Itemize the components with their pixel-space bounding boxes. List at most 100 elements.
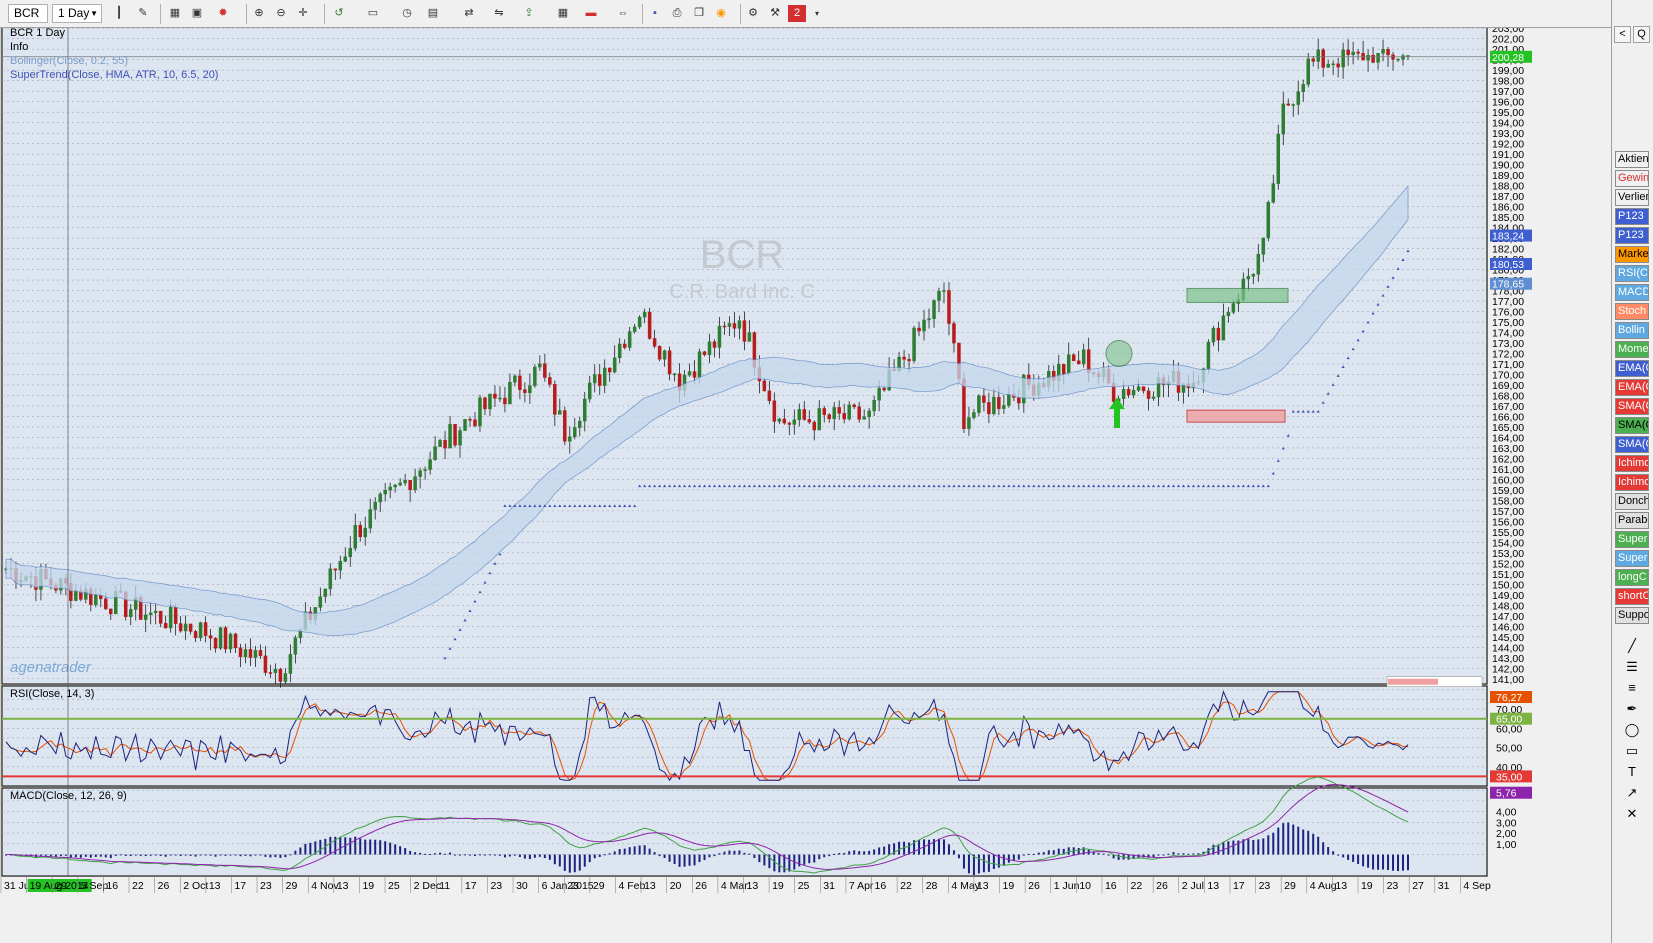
delete-tool-icon[interactable]: ✕ xyxy=(1626,806,1638,821)
indicator-button[interactable]: SMA(C xyxy=(1615,436,1649,453)
indicator-button[interactable]: Gewinn xyxy=(1615,170,1649,187)
supertrend-marker xyxy=(1251,484,1255,488)
macd-bar xyxy=(1047,850,1050,855)
info-label[interactable]: Info xyxy=(10,41,29,53)
pen-tool-icon[interactable]: ✒ xyxy=(1626,701,1638,716)
candle-body xyxy=(323,588,328,597)
supertrend-marker xyxy=(732,484,737,488)
trade-icon[interactable]: ⇋ xyxy=(494,7,504,19)
candle-body xyxy=(263,655,268,673)
date-tick-label: 17 xyxy=(465,880,477,892)
timeframe-combo[interactable]: 1 Day ▼ xyxy=(52,4,102,23)
grid-icon[interactable]: ▦ xyxy=(557,7,569,19)
save-icon[interactable]: ▪ xyxy=(653,7,657,19)
macd-bar xyxy=(44,854,47,856)
supertrend-marker xyxy=(1032,484,1036,488)
supertrend-line xyxy=(443,249,1410,660)
indicator-button[interactable]: Ichimo xyxy=(1615,455,1649,472)
rsi-legend[interactable]: RSI(Close, 14, 3) xyxy=(10,688,95,700)
price-marker-label: 180,53 xyxy=(1492,259,1524,271)
indicator-button[interactable]: Ichimo xyxy=(1615,474,1649,491)
date-tick-label: 2 Dec xyxy=(414,880,441,892)
fib-tool-icon[interactable]: ≡ xyxy=(1628,680,1636,695)
supertrend-marker xyxy=(727,484,732,488)
price-marker xyxy=(1490,50,1532,63)
supertrend-marker xyxy=(1406,249,1410,253)
indicator-button[interactable]: Super xyxy=(1615,550,1649,567)
macd-bar xyxy=(319,839,322,855)
template-icon[interactable]: ▤ xyxy=(427,7,439,19)
symbol-combo[interactable]: BCR xyxy=(8,4,48,23)
color-icon[interactable]: ▬ xyxy=(585,7,597,19)
indicator-button[interactable]: Suppo xyxy=(1615,607,1649,624)
candle-body xyxy=(847,404,851,420)
overflow-icon[interactable]: ▾ xyxy=(814,9,819,18)
candle-body xyxy=(872,399,876,412)
macd-bar xyxy=(249,854,252,857)
export-icon[interactable]: ⇪ xyxy=(524,7,534,19)
indicator-icon[interactable]: ✹ xyxy=(218,7,228,19)
indicator-button[interactable]: Market xyxy=(1615,246,1649,263)
line-tool-icon[interactable]: ╱ xyxy=(1628,638,1636,653)
bollinger-legend[interactable]: Bollinger(Close, 0.2, 55) xyxy=(10,55,129,67)
supertrend-marker xyxy=(772,484,776,488)
indicator-button[interactable]: P123 xyxy=(1615,208,1649,225)
macd-bar xyxy=(628,847,631,855)
settings-icon[interactable]: ⚙ xyxy=(748,7,758,19)
zoom-out-icon[interactable]: ⊖ xyxy=(276,7,286,19)
macd-bar xyxy=(1027,853,1030,855)
chart-type-icon[interactable]: ┃ xyxy=(115,7,123,19)
candle-body xyxy=(852,404,856,408)
indicator-button[interactable]: SMA(C xyxy=(1615,398,1649,415)
candle-body xyxy=(1281,103,1286,135)
clock-icon[interactable]: ◷ xyxy=(402,7,412,19)
buy-arrow-icon xyxy=(1109,397,1125,428)
chevron-left-icon[interactable]: < xyxy=(1614,26,1631,43)
text-tool-icon[interactable]: T xyxy=(1628,764,1636,779)
hline-tool-icon[interactable]: ☰ xyxy=(1626,659,1638,674)
layout-icon[interactable]: ▦ xyxy=(169,7,181,19)
macd-legend[interactable]: MACD(Close, 12, 26, 9) xyxy=(10,790,127,802)
indicator-button[interactable]: Parabo xyxy=(1615,512,1649,529)
bars-icon[interactable]: ▭ xyxy=(367,7,379,19)
indicator-button[interactable]: Stoch xyxy=(1615,303,1649,320)
indicator-button[interactable]: Aktien xyxy=(1615,151,1649,168)
pen-icon[interactable]: ✎ xyxy=(138,7,148,19)
indicator-button[interactable]: Super xyxy=(1615,531,1649,548)
indicator-button[interactable]: longC xyxy=(1615,569,1649,586)
toolbox-icon[interactable]: ▣ xyxy=(191,7,203,19)
arrow-tool-icon[interactable]: ↗ xyxy=(1626,785,1638,800)
crosshair-icon[interactable]: ✛ xyxy=(298,7,308,19)
supertrend-marker xyxy=(932,484,936,488)
zoom-in-icon[interactable]: ⊕ xyxy=(254,7,264,19)
rectangle-tool-icon[interactable]: ▭ xyxy=(1625,743,1639,758)
indicator-button[interactable]: RSI(C xyxy=(1615,265,1649,282)
candle-body xyxy=(672,373,677,376)
supertrend-marker xyxy=(1047,484,1051,488)
order-icon[interactable]: ⇄ xyxy=(464,7,474,19)
print-icon[interactable]: ⎙ xyxy=(672,7,682,19)
indicator-button[interactable]: Momen xyxy=(1615,341,1649,358)
supertrend-marker xyxy=(1077,484,1081,488)
indicator-button[interactable]: EMA(C xyxy=(1615,360,1649,377)
indicator-button[interactable]: SMA(C xyxy=(1615,417,1649,434)
copy-icon[interactable]: ❐ xyxy=(694,7,704,19)
scale-icon[interactable]: ⇔ xyxy=(617,7,629,19)
supertrend-legend[interactable]: SuperTrend(Close, HMA, ATR, 10, 6.5, 20) xyxy=(10,69,219,81)
indicator-button[interactable]: Bollin xyxy=(1615,322,1649,339)
tools-icon[interactable]: ⚒ xyxy=(770,7,780,19)
ellipse-tool-icon[interactable]: ◯ xyxy=(1624,722,1640,737)
indicator-button[interactable]: P123 xyxy=(1615,227,1649,244)
mail-icon[interactable]: ◉ xyxy=(716,7,726,19)
indicator-button[interactable]: Verlierer xyxy=(1615,189,1649,206)
indicator-button[interactable]: MACD xyxy=(1615,284,1649,301)
search-icon[interactable]: Q xyxy=(1633,26,1650,43)
close-icon[interactable]: 2 xyxy=(788,5,806,22)
indicator-button[interactable]: EMA(C xyxy=(1615,379,1649,396)
indicator-button[interactable]: shortC xyxy=(1615,588,1649,605)
indicator-button[interactable]: Donch xyxy=(1615,493,1649,510)
macd-bar xyxy=(49,854,52,857)
undo-icon[interactable]: ↺ xyxy=(334,7,344,19)
